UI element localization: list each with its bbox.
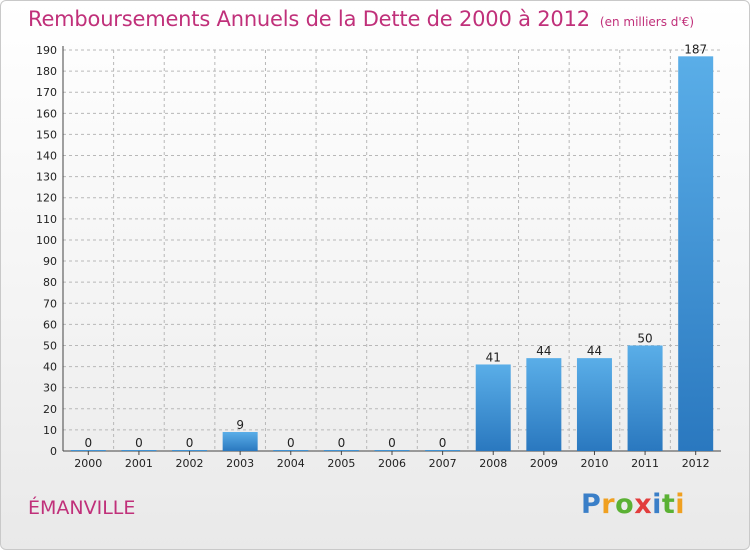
bar-value-label: 0: [84, 436, 92, 450]
y-tick-label: 60: [43, 318, 57, 331]
bar: [273, 450, 309, 451]
x-tick-label: 2012: [682, 457, 710, 470]
y-tick-label: 80: [43, 276, 57, 289]
x-tick-label: 2006: [378, 457, 406, 470]
y-tick-label: 160: [36, 107, 57, 120]
y-tick-label: 30: [43, 382, 57, 395]
x-tick-label: 2003: [226, 457, 254, 470]
proxiti-logo: Proxiti: [581, 489, 686, 520]
chart-title: Remboursements Annuels de la Dette de 20…: [28, 7, 590, 31]
x-tick-label: 2002: [176, 457, 204, 470]
y-tick-label: 140: [36, 150, 57, 163]
y-tick-label: 20: [43, 403, 57, 416]
bar-value-label: 0: [186, 436, 194, 450]
bar: [475, 364, 511, 451]
x-tick-label: 2007: [429, 457, 457, 470]
bar: [678, 56, 714, 452]
bar-value-label: 0: [287, 436, 295, 450]
bar: [323, 450, 359, 451]
bar-value-label: 0: [135, 436, 143, 450]
y-tick-label: 170: [36, 86, 57, 99]
x-tick-label: 2008: [479, 457, 507, 470]
bar: [425, 450, 461, 451]
y-tick-label: 100: [36, 234, 57, 247]
y-tick-label: 70: [43, 297, 57, 310]
bar-value-label: 50: [637, 331, 652, 345]
bar-value-label: 187: [684, 42, 707, 56]
bar-value-label: 0: [338, 436, 346, 450]
chart-subtitle: (en milliers d'€): [599, 15, 695, 29]
x-tick-label: 2010: [580, 457, 608, 470]
y-tick-label: 190: [36, 44, 57, 57]
bar: [222, 432, 258, 451]
x-tick-label: 2011: [631, 457, 659, 470]
bar-value-label: 0: [388, 436, 396, 450]
title-row: Remboursements Annuels de la Dette de 20…: [28, 7, 694, 31]
bar-value-label: 0: [439, 436, 447, 450]
bar: [627, 345, 663, 451]
x-tick-label: 2004: [277, 457, 305, 470]
bar: [576, 358, 612, 451]
bar-value-label: 9: [236, 418, 244, 432]
y-tick-label: 110: [36, 213, 57, 226]
bar: [121, 450, 157, 451]
bar-value-label: 41: [486, 350, 501, 364]
y-tick-label: 120: [36, 192, 57, 205]
y-tick-label: 90: [43, 255, 57, 268]
y-tick-label: 130: [36, 171, 57, 184]
bar: [70, 450, 106, 451]
y-tick-label: 0: [50, 445, 57, 458]
x-tick-label: 2005: [327, 457, 355, 470]
y-tick-label: 40: [43, 361, 57, 374]
x-tick-label: 2000: [74, 457, 102, 470]
bar-value-label: 44: [536, 344, 551, 358]
y-tick-label: 50: [43, 339, 57, 352]
commune-name: ÉMANVILLE: [28, 497, 136, 519]
bar-value-label: 44: [587, 344, 602, 358]
y-tick-label: 180: [36, 65, 57, 78]
bar: [172, 450, 208, 451]
x-tick-label: 2009: [530, 457, 558, 470]
bar: [374, 450, 410, 451]
x-tick-label: 2001: [125, 457, 153, 470]
y-tick-label: 10: [43, 424, 57, 437]
y-tick-label: 150: [36, 128, 57, 141]
bar: [526, 358, 562, 451]
